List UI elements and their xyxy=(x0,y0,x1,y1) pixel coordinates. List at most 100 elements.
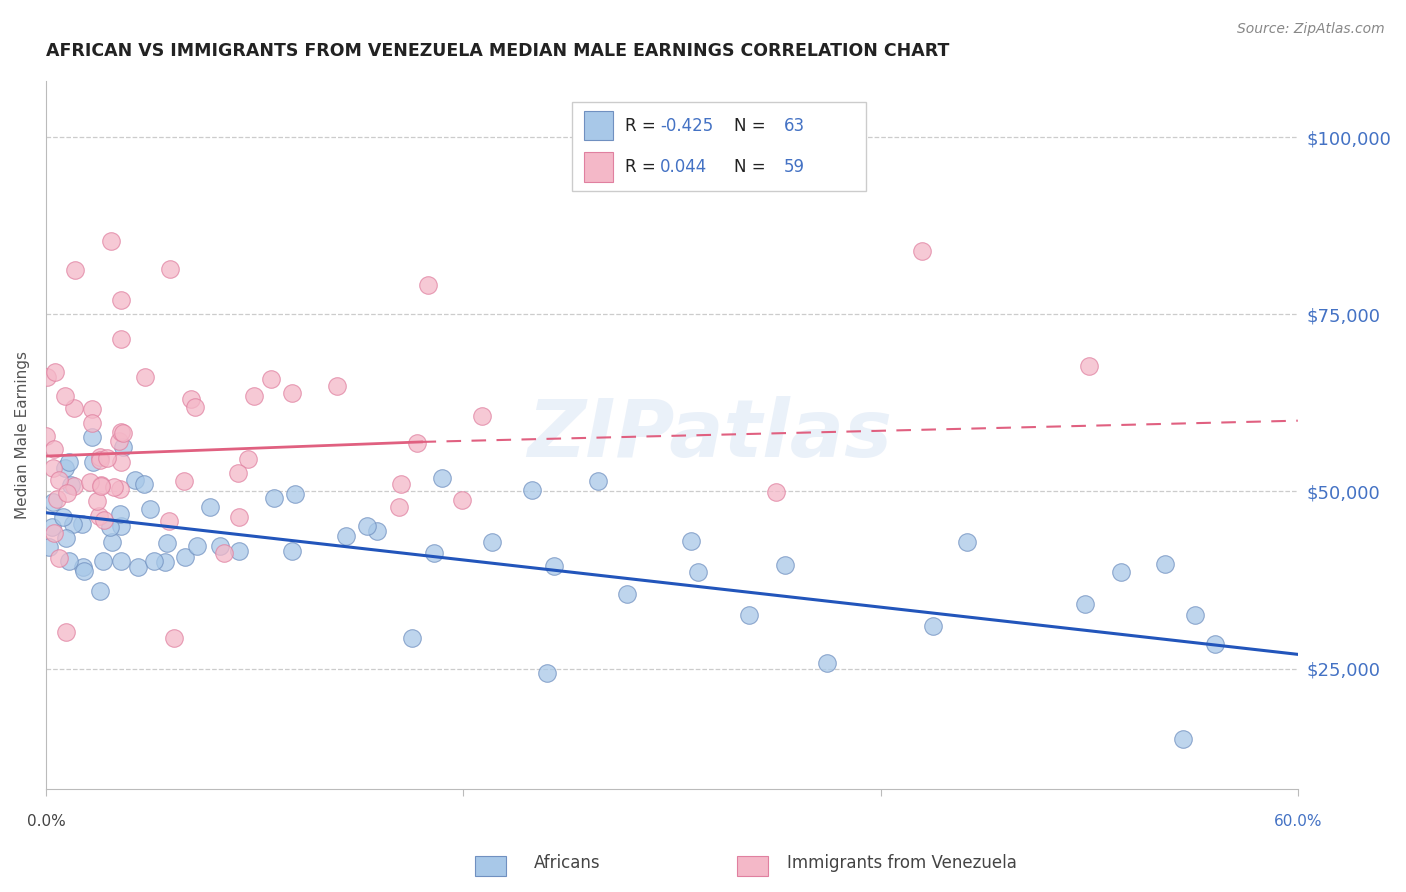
Point xyxy=(63,401,86,415)
Point xyxy=(82,455,104,469)
Point xyxy=(471,409,494,423)
Point xyxy=(1184,608,1206,623)
Point xyxy=(586,474,609,488)
Point xyxy=(765,485,787,500)
Point xyxy=(243,388,266,402)
Point xyxy=(679,534,702,549)
Point xyxy=(520,483,543,497)
Point xyxy=(284,487,307,501)
Point xyxy=(98,520,121,534)
Point xyxy=(536,665,558,680)
Point xyxy=(59,477,82,491)
Point xyxy=(56,485,79,500)
Point xyxy=(44,442,66,456)
Point xyxy=(80,430,103,444)
Point xyxy=(388,500,411,514)
Point xyxy=(62,517,84,532)
Point xyxy=(423,546,446,560)
Text: Africans: Africans xyxy=(534,855,600,872)
Point xyxy=(911,244,934,259)
Text: AFRICAN VS IMMIGRANTS FROM VENEZUELA MEDIAN MALE EARNINGS CORRELATION CHART: AFRICAN VS IMMIGRANTS FROM VENEZUELA MED… xyxy=(46,42,949,60)
Point xyxy=(124,474,146,488)
Point xyxy=(108,507,131,521)
Point xyxy=(112,426,135,441)
Point xyxy=(1078,359,1101,373)
Point xyxy=(103,480,125,494)
Point xyxy=(73,564,96,578)
Point xyxy=(405,436,427,450)
Point xyxy=(86,493,108,508)
Point xyxy=(55,461,77,475)
Point xyxy=(110,518,132,533)
Point xyxy=(91,554,114,568)
Point xyxy=(481,534,503,549)
Point xyxy=(111,440,134,454)
Point xyxy=(773,558,796,572)
Point xyxy=(226,466,249,480)
Point xyxy=(921,619,943,633)
Point xyxy=(90,478,112,492)
Point xyxy=(42,495,65,509)
Point xyxy=(108,482,131,496)
Point xyxy=(228,544,250,558)
Text: Source: ZipAtlas.com: Source: ZipAtlas.com xyxy=(1237,22,1385,37)
Point xyxy=(134,477,156,491)
Point xyxy=(134,369,156,384)
Point xyxy=(738,608,761,623)
Point xyxy=(451,492,474,507)
Point xyxy=(156,536,179,550)
Point xyxy=(63,263,86,277)
Point xyxy=(401,631,423,645)
Point xyxy=(616,587,638,601)
Point xyxy=(281,544,304,558)
Point xyxy=(208,539,231,553)
Point xyxy=(110,425,132,440)
Point xyxy=(416,278,439,293)
Point xyxy=(238,451,260,466)
Point xyxy=(44,365,66,379)
Point xyxy=(53,389,76,403)
Point xyxy=(389,477,412,491)
Point xyxy=(1204,637,1226,651)
Point xyxy=(58,455,80,469)
Point xyxy=(815,657,838,671)
Point xyxy=(198,500,221,514)
Point xyxy=(89,450,111,465)
Point xyxy=(186,539,208,553)
Point xyxy=(82,401,104,416)
Point xyxy=(956,535,979,549)
Point xyxy=(48,550,70,565)
Point xyxy=(41,520,63,534)
Point xyxy=(55,624,77,639)
Point xyxy=(335,529,357,543)
Point xyxy=(184,400,207,414)
Point xyxy=(87,508,110,523)
Point xyxy=(1171,732,1194,747)
Point xyxy=(38,540,60,554)
Point xyxy=(100,234,122,248)
Point xyxy=(89,453,111,467)
Point xyxy=(263,491,285,506)
Point xyxy=(35,370,58,384)
Point xyxy=(80,416,103,430)
Point xyxy=(214,546,236,560)
Point xyxy=(688,565,710,579)
Point xyxy=(55,532,77,546)
Point xyxy=(35,429,58,443)
Text: 60.0%: 60.0% xyxy=(1274,814,1322,829)
Point xyxy=(100,534,122,549)
Point xyxy=(1109,565,1132,579)
Point xyxy=(93,513,115,527)
Point xyxy=(110,332,132,346)
Point xyxy=(356,518,378,533)
Point xyxy=(52,509,75,524)
Point xyxy=(46,491,69,506)
Point xyxy=(72,516,94,531)
Point xyxy=(143,554,166,568)
Point xyxy=(432,471,454,485)
Point xyxy=(110,554,132,568)
Point xyxy=(89,584,111,599)
Point xyxy=(58,554,80,568)
Point xyxy=(157,514,180,528)
Point xyxy=(180,392,202,407)
